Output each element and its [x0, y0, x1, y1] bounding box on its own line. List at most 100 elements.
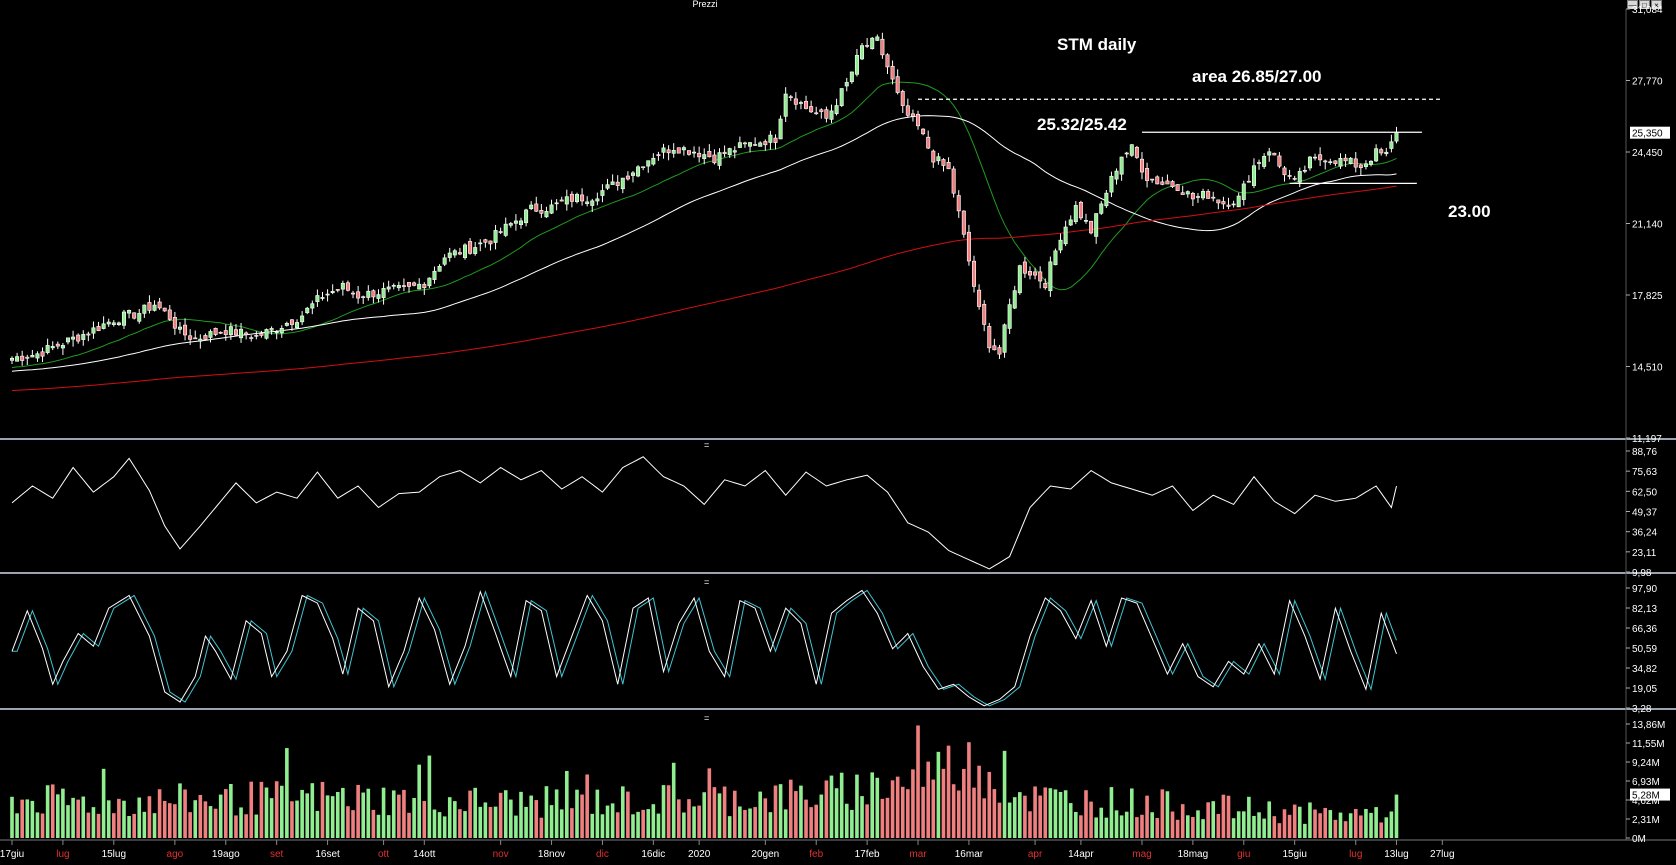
- x-tick-label: 15giu: [1282, 849, 1306, 860]
- candle-body-down: [580, 194, 585, 202]
- level-label: 25.32/25.42: [1037, 115, 1127, 134]
- volume-bar-down: [880, 798, 885, 838]
- volume-bar-down: [1313, 809, 1317, 838]
- candle: [880, 32, 885, 59]
- volume-bar-up: [783, 809, 788, 838]
- candle-body-up: [10, 357, 15, 361]
- candle: [427, 277, 432, 289]
- candle: [295, 319, 300, 329]
- y-tick-label: 4,62M: [1632, 796, 1660, 807]
- candle-body-up: [834, 105, 839, 114]
- candle: [473, 241, 478, 256]
- candle: [1185, 190, 1190, 198]
- volume-bar-up: [142, 811, 147, 838]
- candle: [264, 328, 269, 340]
- candle: [1328, 158, 1333, 165]
- volume-bar-down: [732, 790, 737, 838]
- volume-bar-up: [178, 783, 182, 838]
- volume-bar-down: [641, 809, 645, 838]
- moving-average-200: [11, 185, 1397, 392]
- candle-body-up: [849, 71, 854, 83]
- candle-body-down: [254, 334, 259, 337]
- window-title: Prezzi: [692, 0, 718, 9]
- candle: [249, 335, 254, 342]
- volume-bar-up: [10, 796, 14, 838]
- candle-body-down: [1226, 204, 1231, 207]
- candle-body-up: [768, 134, 773, 143]
- volume-bar-down: [931, 779, 936, 838]
- candle-body-down: [1078, 201, 1083, 219]
- candle-body-up: [1302, 169, 1307, 172]
- candle-body-down: [1246, 180, 1251, 183]
- candle-body-down: [824, 109, 829, 119]
- volume-bar-down: [290, 801, 294, 838]
- volume-bar-down: [1282, 809, 1287, 838]
- candle: [330, 284, 335, 295]
- volume-bar-up: [529, 795, 533, 838]
- volume-bar-up: [254, 814, 259, 838]
- candle-body-up: [544, 211, 549, 218]
- candle-body-down: [992, 345, 997, 351]
- volume-bar-down: [941, 768, 946, 838]
- candle: [620, 177, 625, 194]
- candle: [254, 331, 259, 340]
- candle: [432, 266, 437, 284]
- candle-body-down: [218, 331, 223, 334]
- candle-body-down: [412, 282, 417, 286]
- candle: [71, 330, 76, 347]
- volume-bar-down: [977, 765, 981, 838]
- volume-bar-down: [804, 799, 808, 838]
- candle: [1083, 213, 1088, 224]
- candle-body-down: [809, 106, 814, 113]
- last-value-label: 5,28M: [1632, 791, 1660, 802]
- candle-body-up: [121, 311, 126, 326]
- candle: [422, 282, 427, 295]
- candle-body-up: [503, 223, 508, 236]
- x-tick-label: 15lug: [102, 849, 126, 860]
- candle: [1165, 174, 1170, 185]
- candle-body-up: [427, 277, 432, 287]
- candle-body-up: [198, 338, 203, 342]
- candle: [707, 144, 712, 158]
- candle: [167, 304, 172, 321]
- candle-body-down: [1028, 271, 1033, 276]
- candle: [30, 349, 35, 358]
- volume-bar-up: [1297, 806, 1302, 838]
- candle-body-up: [936, 156, 941, 162]
- candle: [916, 110, 921, 130]
- panel-resize-handle: =: [704, 440, 709, 450]
- volume-bar-down: [1226, 795, 1231, 838]
- candle-body-down: [804, 100, 809, 109]
- candle-body-down: [722, 151, 727, 155]
- candle: [1231, 200, 1236, 208]
- x-tick-label: 20gen: [751, 849, 779, 860]
- volume-bar-down: [916, 725, 920, 838]
- volume-bar-up: [559, 809, 564, 838]
- volume-bar-up: [1231, 818, 1236, 838]
- volume-bar-up: [605, 805, 610, 838]
- candle: [1180, 185, 1185, 195]
- chart-title: STM daily: [1057, 35, 1137, 54]
- volume-bar-down: [1323, 807, 1328, 838]
- volume-bar-up: [66, 805, 70, 838]
- candle: [488, 240, 493, 251]
- volume-bar-down: [1089, 801, 1093, 838]
- candle: [320, 291, 325, 301]
- candle: [1302, 165, 1307, 174]
- candle-body-down: [183, 324, 188, 336]
- volume-bar-down: [1028, 811, 1032, 838]
- candle-body-down: [793, 98, 798, 105]
- volume-bar-up: [330, 796, 335, 838]
- candle: [1257, 159, 1262, 170]
- candle-body-down: [1022, 261, 1027, 274]
- volume-bar-up: [335, 792, 340, 838]
- volume-bar-down: [351, 810, 355, 838]
- candle-body-down: [1277, 155, 1282, 167]
- candle: [646, 160, 651, 173]
- volume-bar-down: [183, 789, 187, 838]
- candle-body-down: [498, 231, 503, 233]
- volume-bar-up: [1348, 813, 1353, 838]
- candle: [305, 306, 310, 315]
- y-tick-label: 97,90: [1632, 584, 1657, 595]
- candle: [569, 191, 574, 208]
